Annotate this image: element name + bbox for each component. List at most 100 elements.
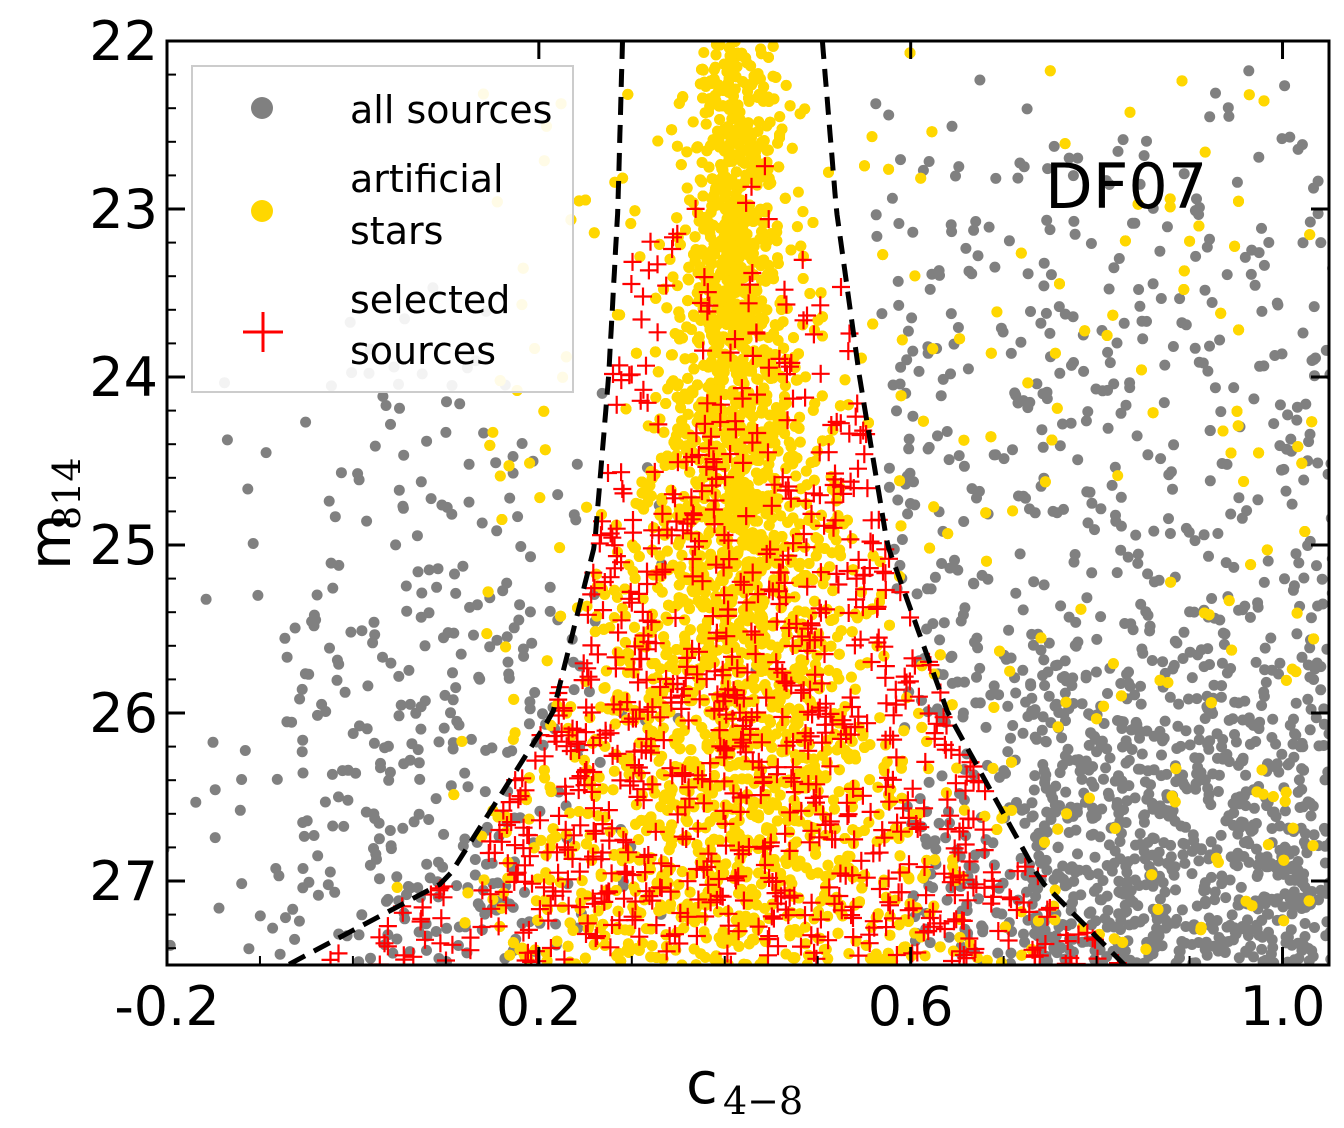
all-sources-point	[1250, 656, 1262, 668]
all-sources-point	[1213, 769, 1225, 781]
all-sources-point	[423, 607, 435, 619]
all-sources-point	[1032, 882, 1044, 894]
all-sources-point	[1279, 80, 1291, 92]
all-sources-point	[1268, 418, 1280, 430]
all-sources-point	[1037, 441, 1049, 453]
all-sources-point	[1208, 679, 1220, 691]
all-sources-point	[1332, 507, 1343, 518]
all-sources-point	[1018, 928, 1029, 940]
all-sources-point	[221, 434, 233, 446]
all-sources-point	[1282, 759, 1294, 771]
all-sources-point	[903, 433, 915, 445]
all-sources-point	[322, 879, 334, 891]
all-sources-point	[1082, 517, 1094, 529]
all-sources-point	[1040, 736, 1052, 748]
all-sources-point	[490, 457, 502, 469]
all-sources-point	[1204, 735, 1216, 747]
all-sources-point	[1308, 829, 1320, 841]
all-sources-point	[1244, 738, 1256, 750]
all-sources-point	[516, 438, 528, 449]
all-sources-point	[1072, 636, 1084, 648]
all-sources-point	[1212, 786, 1224, 797]
all-sources-point	[1212, 528, 1224, 539]
all-sources-point	[1331, 320, 1342, 331]
all-sources-point	[1331, 751, 1342, 762]
all-sources-point	[1318, 740, 1329, 751]
all-sources-point	[955, 615, 967, 627]
all-sources-point	[213, 902, 225, 914]
all-sources-point	[368, 737, 380, 749]
all-sources-point	[1021, 103, 1033, 115]
all-sources-point	[400, 580, 412, 592]
all-sources-point	[1220, 557, 1232, 569]
all-sources-point	[1304, 724, 1316, 736]
all-sources-point	[1262, 555, 1274, 567]
all-sources-point	[421, 944, 432, 956]
all-sources-point	[1187, 829, 1199, 841]
all-sources-point	[1197, 357, 1209, 369]
all-sources-point	[1205, 836, 1217, 848]
all-sources-point	[425, 493, 437, 505]
all-sources-point	[430, 793, 442, 805]
all-sources-point	[380, 400, 392, 411]
all-sources-point	[921, 623, 933, 635]
all-sources-point	[1167, 341, 1179, 352]
all-sources-point	[1098, 773, 1109, 785]
all-sources-point	[1143, 788, 1155, 800]
all-sources-point	[1317, 598, 1329, 610]
all-sources-point	[1238, 790, 1250, 802]
all-sources-point	[1081, 592, 1093, 604]
all-sources-point	[353, 956, 365, 965]
all-sources-point	[1042, 163, 1054, 175]
all-sources-point	[1151, 914, 1163, 926]
all-sources-point	[441, 922, 453, 934]
all-sources-point	[377, 651, 388, 663]
all-sources-point	[1122, 551, 1134, 563]
all-sources-point	[1059, 671, 1070, 682]
all-sources-point	[1144, 625, 1156, 637]
all-sources-point	[970, 216, 982, 227]
all-sources-point	[1337, 801, 1344, 812]
all-sources-point	[886, 192, 898, 204]
all-sources-point	[1078, 365, 1090, 377]
all-sources-point	[1278, 463, 1290, 475]
all-sources-point	[883, 109, 895, 121]
all-sources-point	[988, 859, 1000, 871]
all-sources-point	[1279, 573, 1290, 585]
all-sources-point	[1154, 808, 1166, 820]
all-sources-point	[544, 581, 556, 593]
all-sources-point	[1010, 389, 1022, 401]
all-sources-point	[1333, 902, 1344, 913]
all-sources-point	[1270, 810, 1282, 822]
all-sources-point	[297, 767, 309, 779]
all-sources-point	[892, 275, 904, 287]
all-sources-point	[1189, 342, 1201, 354]
all-sources-point	[1172, 720, 1184, 732]
all-sources-point	[1065, 417, 1077, 429]
all-sources-point	[1184, 606, 1196, 618]
all-sources-point	[1109, 461, 1121, 473]
all-sources-point	[401, 605, 413, 617]
all-sources-point	[1122, 856, 1134, 868]
all-sources-point	[423, 814, 435, 825]
all-sources-point	[293, 915, 305, 927]
all-sources-point	[962, 363, 974, 375]
all-sources-point	[410, 707, 422, 719]
all-sources-point	[925, 583, 937, 595]
all-sources-point	[353, 929, 365, 941]
all-sources-point	[1153, 855, 1164, 867]
all-sources-point	[946, 120, 958, 132]
all-sources-point	[1075, 889, 1087, 901]
all-sources-point	[991, 907, 1003, 919]
all-sources-point	[1127, 217, 1138, 229]
all-sources-point	[1041, 386, 1053, 398]
all-sources-point	[1054, 800, 1065, 812]
all-sources-point	[537, 708, 548, 720]
all-sources-point	[1316, 573, 1328, 585]
all-sources-point	[1043, 690, 1055, 702]
all-sources-point	[1184, 646, 1196, 658]
all-sources-point	[294, 693, 306, 705]
all-sources-point	[473, 671, 485, 683]
all-sources-point	[364, 859, 376, 871]
all-sources-point	[1080, 415, 1092, 427]
